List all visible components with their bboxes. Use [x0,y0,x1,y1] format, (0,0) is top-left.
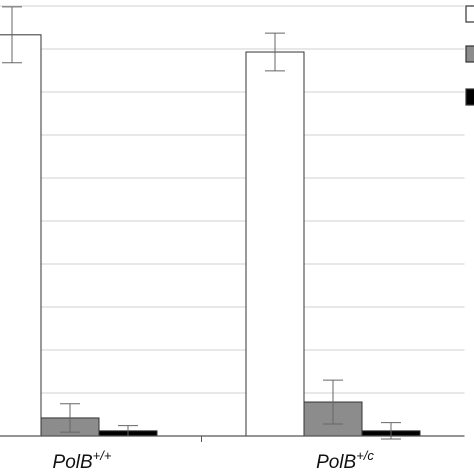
bar [0,34,42,437]
error-bar [60,403,80,433]
legend-swatch [465,5,474,23]
x-tick-label: PolB+/+ [53,448,112,473]
x-tick-label: PolB+/c [316,448,374,473]
legend-swatch [465,88,474,106]
legend-swatch [465,45,474,63]
error-bar [2,6,22,64]
error-bar [265,32,285,72]
error-bar [323,379,343,425]
bar [245,51,305,437]
